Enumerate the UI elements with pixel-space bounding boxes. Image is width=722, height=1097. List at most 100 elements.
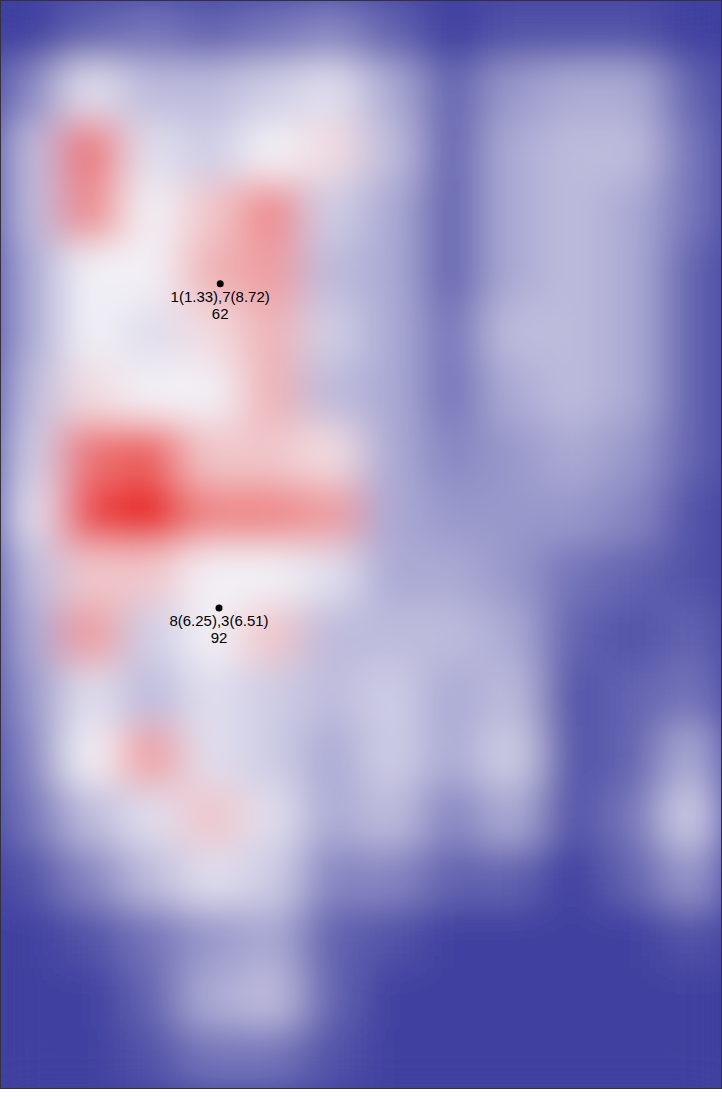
heatmap-cell: [181, 363, 242, 424]
heatmap-cell: [301, 484, 362, 545]
heatmap-cell: [241, 424, 302, 485]
heatmap-cell: [662, 424, 722, 485]
heatmap-cell: [602, 545, 663, 606]
heatmap-cell: [361, 847, 422, 908]
heatmap-cell: [662, 666, 722, 727]
heatmap-cell: [241, 666, 302, 727]
heatmap-cell: [361, 424, 422, 485]
heatmap-cell: [120, 484, 181, 545]
heatmap-cell: [181, 484, 242, 545]
heatmap-cell: [421, 303, 482, 364]
heatmap-cell: [60, 182, 121, 243]
heatmap-cell: [60, 726, 121, 787]
heatmap-cell: [60, 61, 121, 122]
heatmap-cell: [481, 605, 542, 666]
heatmap-cell: [602, 61, 663, 122]
heatmap-cell: [120, 968, 181, 1029]
heatmap-cell: [0, 242, 61, 303]
heatmap-cell: [481, 303, 542, 364]
heatmap-cell: [120, 908, 181, 969]
heatmap-cell: [0, 363, 61, 424]
heatmap-cell: [421, 666, 482, 727]
heatmap-cell: [421, 787, 482, 848]
heatmap-cell: [181, 726, 242, 787]
heatmap-cell: [602, 726, 663, 787]
annotation-value: 62: [212, 305, 229, 322]
heatmap-cell: [662, 545, 722, 606]
heatmap-cell: [120, 847, 181, 908]
heatmap-cell: [542, 484, 603, 545]
heatmap-cell: [602, 787, 663, 848]
heatmap-cell: [181, 1029, 242, 1090]
heatmap-cell: [301, 666, 362, 727]
heatmap-cell: [602, 847, 663, 908]
heatmap-cell: [602, 968, 663, 1029]
heatmap-cell: [542, 605, 603, 666]
heatmap-cell: [0, 182, 61, 243]
heatmap-cells: [0, 0, 722, 1089]
heatmap-cell: [241, 908, 302, 969]
heatmap-cell: [361, 484, 422, 545]
heatmap-cell: [120, 666, 181, 727]
heatmap-cell: [241, 484, 302, 545]
heatmap-cell: [662, 968, 722, 1029]
heatmap-cell: [301, 424, 362, 485]
heatmap-cell: [60, 0, 121, 61]
heatmap-cell: [60, 545, 121, 606]
annotations: 1(1.33),7(8.72)628(6.25),3(6.51)92: [169, 288, 269, 646]
heatmap-cell: [421, 121, 482, 182]
heatmap-cell: [481, 424, 542, 485]
heatmap-cell: [241, 61, 302, 122]
heatmap-cell: [241, 0, 302, 61]
heatmap-cell: [542, 121, 603, 182]
heatmap-cell: [602, 908, 663, 969]
heatmap-cell: [181, 908, 242, 969]
heatmap-cell: [181, 182, 242, 243]
heatmap-cell: [542, 545, 603, 606]
heatmap-cell: [662, 787, 722, 848]
heatmap-cell: [0, 545, 61, 606]
heatmap-cell: [0, 303, 61, 364]
heatmap-cell: [361, 121, 422, 182]
heatmap-cell: [301, 1029, 362, 1090]
heatmap-cell: [181, 424, 242, 485]
heatmap-cell: [0, 61, 61, 122]
heatmap-cell: [662, 847, 722, 908]
heatmap-cell: [0, 787, 61, 848]
heatmap-cell: [421, 847, 482, 908]
heatmap-cell: [662, 0, 722, 61]
heatmap-cell: [60, 908, 121, 969]
heatmap-cell: [181, 121, 242, 182]
heatmap-cell: [602, 605, 663, 666]
heatmap-cell: [421, 484, 482, 545]
heatmap-cell: [662, 242, 722, 303]
heatmap-cell: [0, 484, 61, 545]
heatmap-cell: [60, 424, 121, 485]
heatmap-cell: [181, 666, 242, 727]
heatmap-cell: [60, 1029, 121, 1090]
heatmap-cell: [361, 968, 422, 1029]
heatmap-cell: [120, 0, 181, 61]
heatmap-cell: [542, 847, 603, 908]
heatmap-cell: [602, 182, 663, 243]
heatmap-cell: [301, 363, 362, 424]
heatmap-cell: [0, 605, 61, 666]
heatmap-cell: [481, 363, 542, 424]
heatmap-cell: [421, 605, 482, 666]
heatmap-cell: [662, 182, 722, 243]
heatmap-cell: [361, 61, 422, 122]
heatmap-cell: [120, 1029, 181, 1090]
heatmap-cell: [301, 726, 362, 787]
heatmap-cell: [241, 182, 302, 243]
heatmap-cell: [481, 242, 542, 303]
heatmap-cell: [120, 303, 181, 364]
heatmap-cell: [602, 1029, 663, 1090]
heatmap-cell: [602, 424, 663, 485]
heatmap-cell: [421, 908, 482, 969]
annotation-label: 8(6.25),3(6.51): [169, 612, 268, 629]
heatmap-cell: [241, 787, 302, 848]
heatmap-cell: [0, 968, 61, 1029]
heatmap-cell: [361, 0, 422, 61]
heatmap-cell: [120, 61, 181, 122]
heatmap-cell: [481, 847, 542, 908]
